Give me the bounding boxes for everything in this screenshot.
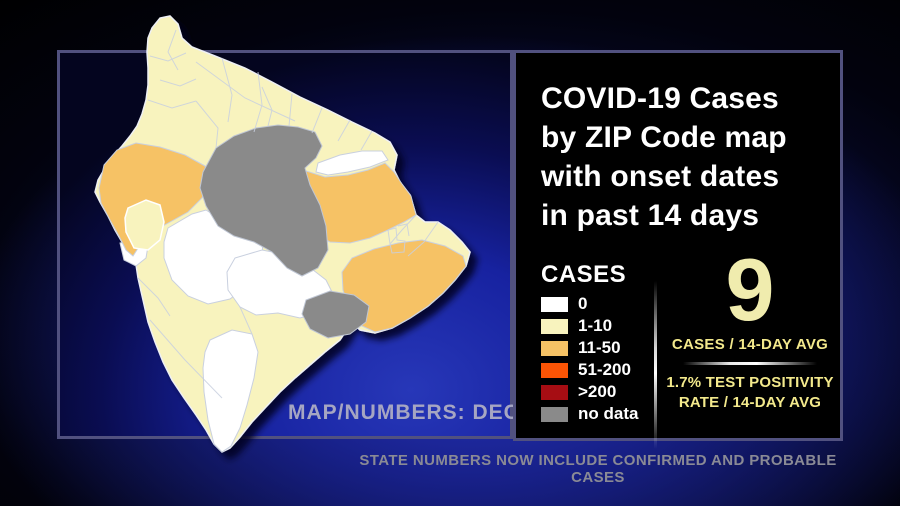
- title-line: with onset dates: [541, 160, 780, 193]
- legend-heading: CASES: [541, 261, 627, 288]
- legend-row: no data: [541, 403, 638, 425]
- map-panel: MAP/NUMBERS: DEC. 13: [57, 50, 558, 439]
- horizontal-divider: [683, 362, 817, 365]
- legend-row: 1-10: [541, 315, 638, 337]
- positivity-line: RATE / 14-DAY AVG: [678, 394, 822, 411]
- legend-swatch-no-data: [541, 406, 568, 422]
- legend-label: 0: [578, 294, 588, 313]
- title-line: COVID-19 Cases: [541, 82, 779, 115]
- graphic-title: COVID-19 Cases by ZIP Code map with onse…: [541, 79, 787, 235]
- test-positivity-rate: 1.7% TEST POSITIVITY RATE / 14-DAY AVG: [664, 373, 836, 413]
- positivity-line: 1.7% TEST POSITIVITY: [666, 374, 834, 391]
- title-line: by ZIP Code map: [541, 121, 787, 154]
- info-panel: COVID-19 Cases by ZIP Code map with onse…: [513, 50, 843, 449]
- cases-14day-average-label: CASES / 14-DAY AVG: [671, 336, 829, 353]
- legend-label: >200: [578, 382, 617, 401]
- legend-swatch-over-200: [541, 384, 568, 400]
- legend-swatch-0: [541, 296, 568, 312]
- title-line: in past 14 days: [541, 199, 760, 232]
- legend-label: 51-200: [578, 360, 631, 379]
- legend-row: 11-50: [541, 337, 638, 359]
- stats-block: 9 CASES / 14-DAY AVG 1.7% TEST POSITIVIT…: [664, 245, 836, 413]
- legend-label: 11-50: [578, 338, 621, 357]
- legend-label: 1-10: [578, 316, 613, 335]
- cases-14day-average-value: 9: [725, 240, 775, 339]
- legend-row: >200: [541, 381, 638, 403]
- legend-swatch-11-50: [541, 340, 568, 356]
- legend-label: no data: [578, 404, 639, 423]
- legend: 0 1-10 11-50 51-200 >200 no data: [541, 293, 638, 425]
- legend-swatch-1-10: [541, 318, 568, 334]
- legend-row: 0: [541, 293, 638, 315]
- vertical-divider: [654, 281, 657, 449]
- legend-row: 51-200: [541, 359, 638, 381]
- legend-swatch-51-200: [541, 362, 568, 378]
- footer-note: STATE NUMBERS NOW INCLUDE CONFIRMED AND …: [359, 452, 837, 486]
